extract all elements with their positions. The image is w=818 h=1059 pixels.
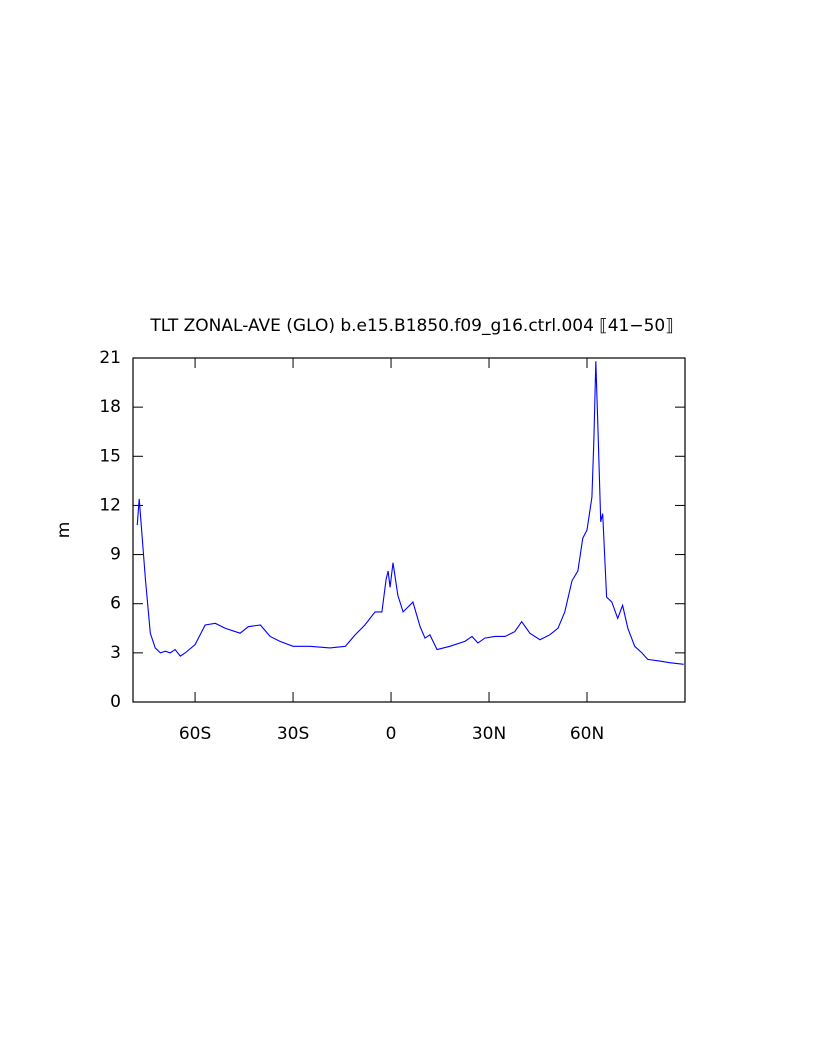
y-tick-label: 6 (110, 594, 121, 614)
x-tick-label: 0 (386, 724, 397, 744)
y-tick-label: 21 (99, 348, 121, 368)
x-tick-label: 30N (472, 724, 506, 744)
y-tick-label: 12 (99, 495, 121, 515)
y-axis-label: m (54, 522, 74, 539)
chart-title: TLT ZONAL-AVE (GLO) b.e15.B1850.f09_g16.… (149, 316, 673, 336)
y-tick-label: 18 (99, 397, 121, 417)
y-tick-label: 15 (99, 446, 121, 466)
x-tick-label: 60S (179, 724, 211, 744)
x-tick-label: 30S (277, 724, 309, 744)
x-tick-label: 60N (570, 724, 604, 744)
plot-frame (132, 357, 686, 703)
y-tick-label: 3 (110, 643, 121, 663)
y-tick-label: 0 (110, 692, 121, 712)
data-line (136, 361, 684, 665)
y-tick-label: 9 (110, 545, 121, 565)
